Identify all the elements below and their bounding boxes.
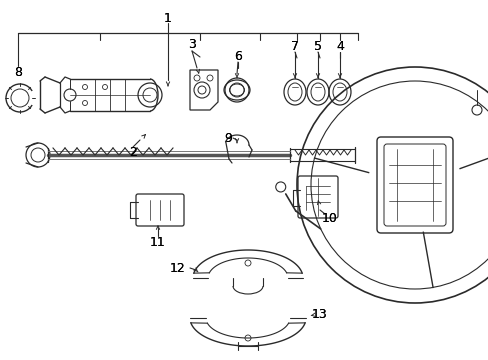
Text: 11: 11: [150, 235, 165, 248]
Text: 10: 10: [322, 211, 337, 225]
Text: 8: 8: [14, 66, 22, 78]
Text: 12: 12: [170, 261, 185, 274]
Text: 1: 1: [164, 12, 172, 24]
Text: 7: 7: [290, 40, 298, 53]
Text: 3: 3: [188, 39, 196, 51]
Text: 3: 3: [188, 39, 196, 51]
Text: 10: 10: [322, 211, 337, 225]
Text: 4: 4: [335, 40, 343, 53]
Text: 9: 9: [224, 131, 231, 144]
Text: 9: 9: [224, 131, 231, 144]
Text: 11: 11: [150, 235, 165, 248]
Text: 4: 4: [335, 40, 343, 53]
Text: 13: 13: [311, 309, 327, 321]
Text: 1: 1: [164, 12, 172, 24]
Text: 2: 2: [129, 145, 137, 158]
Text: 5: 5: [313, 40, 321, 53]
Text: 13: 13: [311, 309, 327, 321]
Text: 5: 5: [313, 40, 321, 53]
Text: 7: 7: [290, 40, 298, 53]
FancyBboxPatch shape: [136, 194, 183, 226]
Text: 6: 6: [234, 49, 242, 63]
Text: 6: 6: [234, 49, 242, 63]
Text: 2: 2: [129, 145, 137, 158]
Text: 12: 12: [170, 261, 185, 274]
FancyBboxPatch shape: [297, 176, 337, 218]
Text: 8: 8: [14, 66, 22, 78]
FancyBboxPatch shape: [376, 137, 452, 233]
